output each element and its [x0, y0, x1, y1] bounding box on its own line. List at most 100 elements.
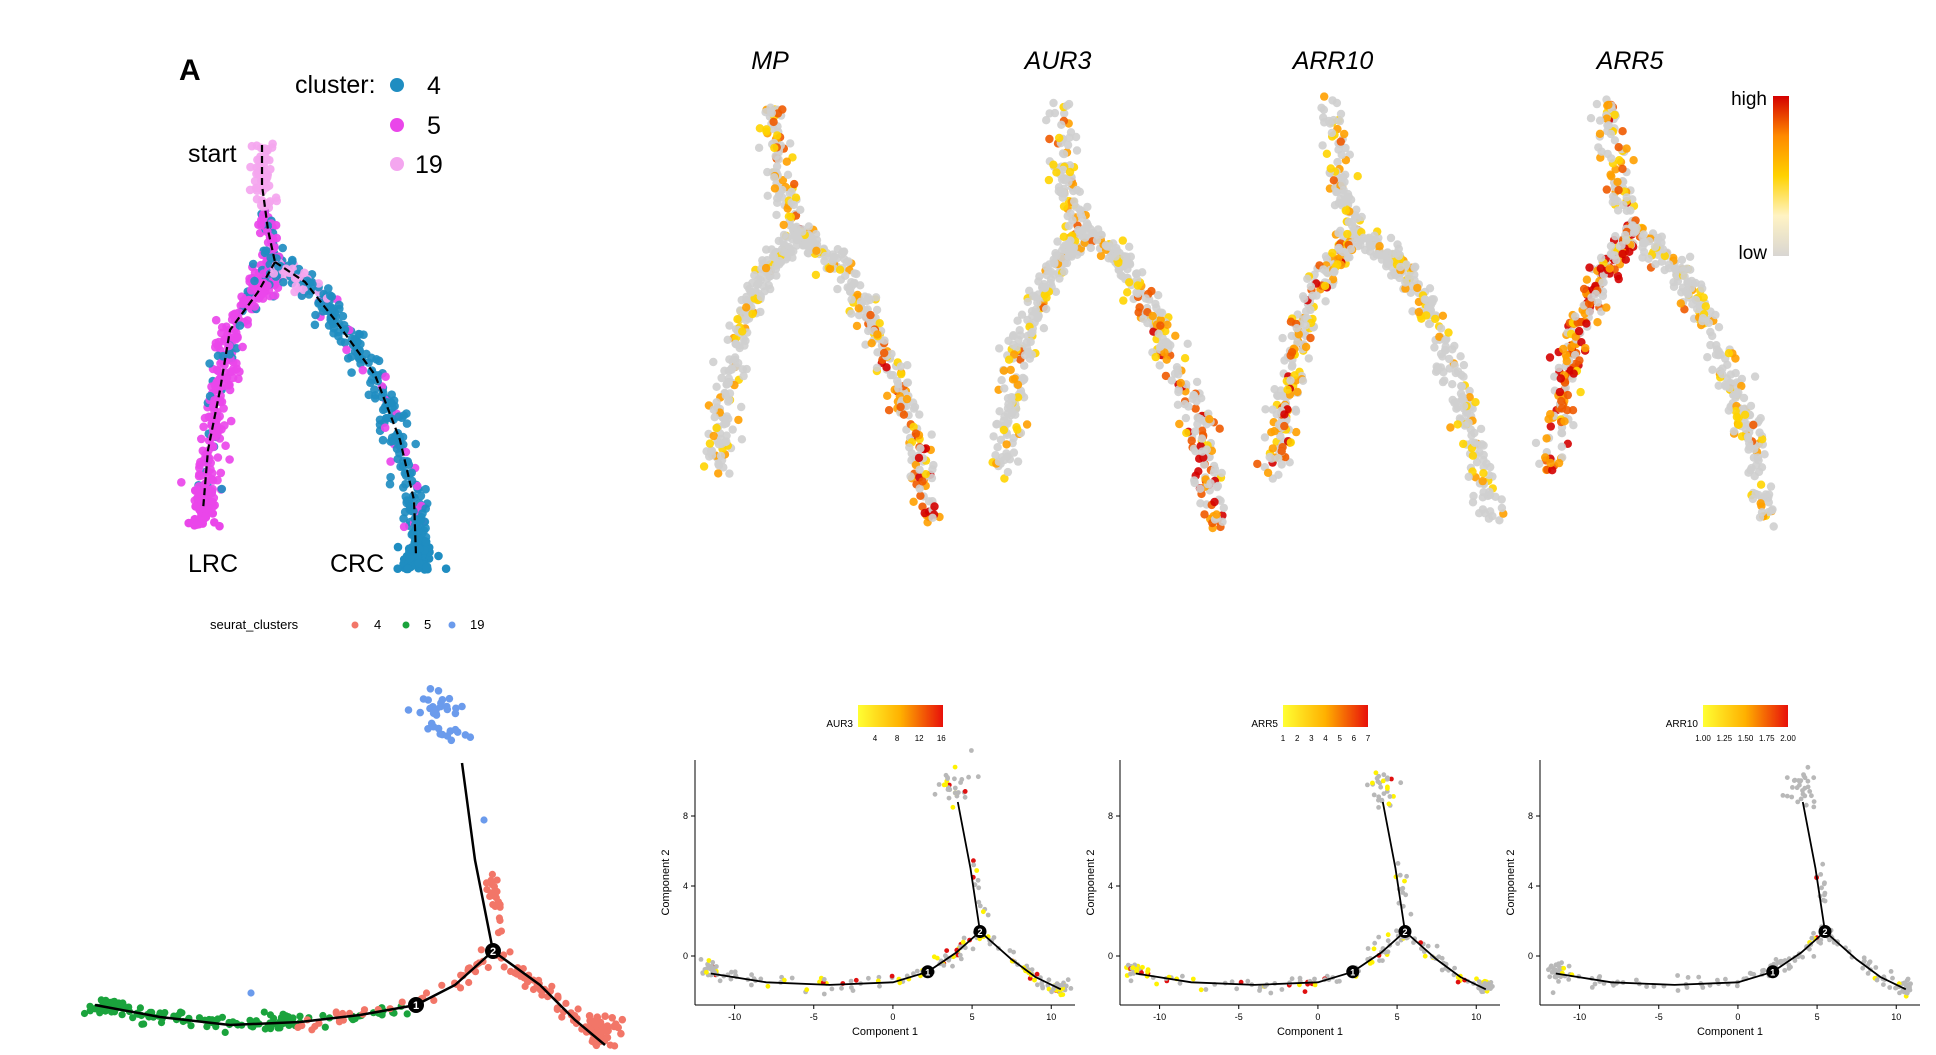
expression-point — [1761, 490, 1771, 499]
expression-point — [1450, 361, 1459, 370]
expression-point — [1750, 372, 1760, 381]
cluster-point — [261, 246, 271, 255]
expression-point — [1352, 238, 1361, 247]
expression-point — [833, 284, 842, 294]
expression-point — [1191, 404, 1200, 413]
cluster-point — [238, 299, 247, 309]
component-point — [1819, 885, 1824, 891]
component-point — [950, 804, 956, 810]
component-point — [848, 978, 854, 984]
gene-colorbar — [858, 705, 943, 727]
seurat-point — [524, 978, 532, 986]
cluster-point — [305, 278, 315, 287]
expression-point — [1060, 109, 1069, 118]
expression-point — [1125, 278, 1134, 287]
expression-point — [896, 402, 905, 412]
seurat-point — [452, 704, 460, 713]
component-point — [709, 963, 714, 969]
expression-point — [916, 444, 925, 453]
seurat-point — [86, 1002, 94, 1010]
component-panel-arr10: -10 -5 0 5 10 0 4 8 Component 1 Component 2 ARR10 1… — [1505, 705, 1920, 1038]
component-point — [821, 977, 827, 982]
expression-point — [1375, 242, 1384, 251]
component-point — [1257, 988, 1262, 993]
colorbar-tick-label: 1.25 — [1716, 734, 1732, 743]
expression-point — [1468, 451, 1478, 460]
seurat-point — [335, 1018, 343, 1026]
expression-point — [1191, 447, 1200, 456]
expression-point — [734, 415, 743, 425]
seurat-point — [119, 999, 127, 1007]
expression-point — [1476, 424, 1486, 434]
seurat-scatter-points — [80, 685, 627, 1050]
expression-point — [778, 185, 787, 195]
cluster-point — [215, 521, 224, 531]
cluster-point — [184, 518, 193, 528]
component-branch-point-1 — [1346, 965, 1360, 979]
expression-point — [897, 369, 906, 379]
component-point — [1805, 764, 1811, 770]
seurat-point — [308, 1026, 316, 1034]
expression-point — [852, 269, 861, 279]
expression-point — [1319, 105, 1329, 115]
expression-point — [738, 327, 747, 336]
y-tick-label: 4 — [1108, 881, 1113, 891]
seurat-legend-swatch-19 — [448, 621, 456, 629]
cluster-point — [404, 460, 414, 470]
expression-point — [1318, 141, 1327, 150]
expression-point — [847, 309, 856, 318]
expression-point — [1156, 321, 1165, 330]
expression-point — [1581, 343, 1590, 353]
expression-point — [1007, 393, 1016, 402]
expression-point — [1577, 338, 1586, 347]
expression-point — [1031, 308, 1040, 317]
component-point — [1376, 805, 1381, 810]
expression-point — [1197, 434, 1207, 443]
expression-point — [994, 457, 1004, 466]
expression-point — [758, 256, 767, 265]
legend-label-5: 5 — [427, 112, 441, 140]
expression-point — [1457, 381, 1466, 391]
expression-point — [1119, 296, 1128, 305]
cluster-point — [233, 333, 242, 343]
expression-point — [728, 425, 737, 434]
expression-point — [1261, 405, 1270, 414]
cluster-point — [272, 196, 282, 206]
component-point — [839, 985, 844, 991]
expression-point — [781, 248, 790, 257]
expression-point — [1737, 432, 1747, 441]
colorbar-tick-label: 1.00 — [1695, 734, 1711, 743]
expression-point — [1721, 382, 1730, 391]
expression-point — [1425, 303, 1434, 312]
seurat-point — [398, 998, 406, 1006]
expression-point — [1346, 245, 1356, 254]
expression-point — [772, 271, 781, 280]
seurat-point — [118, 1011, 126, 1019]
cluster-point — [421, 523, 430, 533]
component-point — [1888, 969, 1894, 974]
component-point — [1866, 960, 1872, 966]
cluster-point — [300, 268, 309, 278]
expression-point — [1440, 376, 1449, 385]
cluster-point — [310, 320, 320, 330]
component-point — [969, 748, 974, 753]
cluster-point — [262, 173, 272, 182]
cluster-point — [252, 183, 262, 193]
expression-point — [789, 200, 798, 210]
y-tick-label: 8 — [1108, 811, 1113, 821]
component-point — [729, 969, 734, 975]
expression-point — [1574, 326, 1584, 336]
component-point — [975, 877, 981, 883]
x-tick-label: -5 — [1655, 1012, 1663, 1022]
expression-point — [1277, 391, 1287, 401]
cluster-point — [269, 269, 279, 278]
expression-point — [731, 362, 741, 371]
component-point — [1482, 981, 1488, 986]
expression-point — [1059, 184, 1069, 194]
expression-point — [1452, 404, 1461, 413]
expression-point — [1542, 434, 1551, 443]
expression-point — [1571, 312, 1580, 321]
expression-point — [1196, 499, 1205, 508]
expression-point — [1548, 466, 1557, 475]
colorbar-tick-label: 5 — [1337, 734, 1342, 743]
